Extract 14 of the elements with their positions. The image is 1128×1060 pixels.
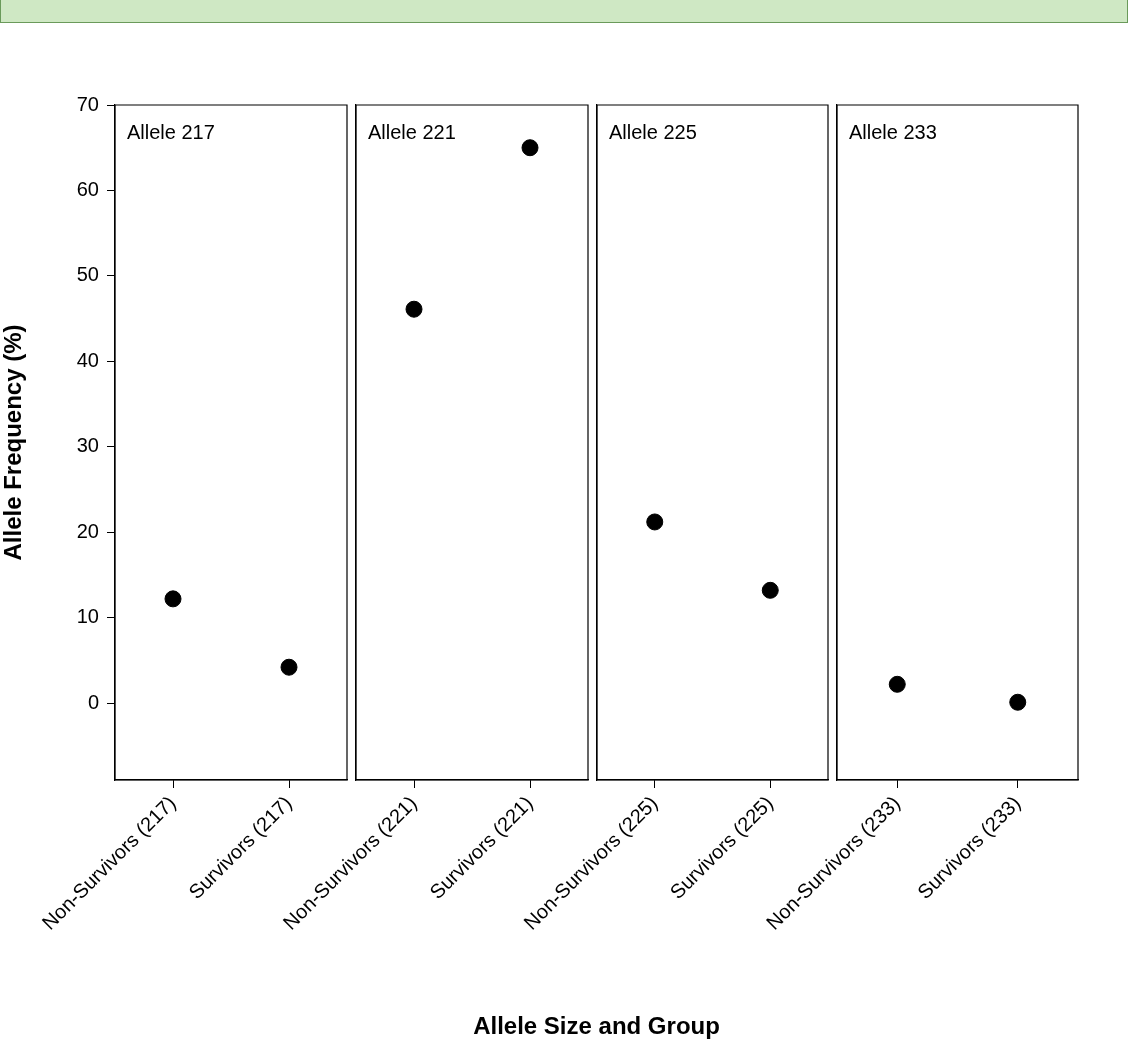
y-tick-label: 30 (76, 434, 99, 457)
annotation: Allele 221 (368, 120, 456, 143)
y-tick-label: 20 (76, 519, 99, 542)
x-axis-title: Allele Size and Group (472, 1012, 721, 1040)
annotation: Allele 233 (849, 120, 937, 143)
y-axis-title: Allele Frequency (%) (0, 324, 27, 561)
y-tick-label: 50 (76, 263, 99, 286)
annotation: Allele 225 (609, 120, 697, 143)
y-tick-label: 10 (76, 605, 99, 628)
y-tick-label: 60 (76, 177, 99, 200)
y-tick-label: 40 (76, 348, 99, 371)
annotation: Allele 217 (127, 120, 215, 143)
y-tick-label: 0 (87, 690, 99, 713)
y-tick-label: 70 (76, 92, 99, 115)
